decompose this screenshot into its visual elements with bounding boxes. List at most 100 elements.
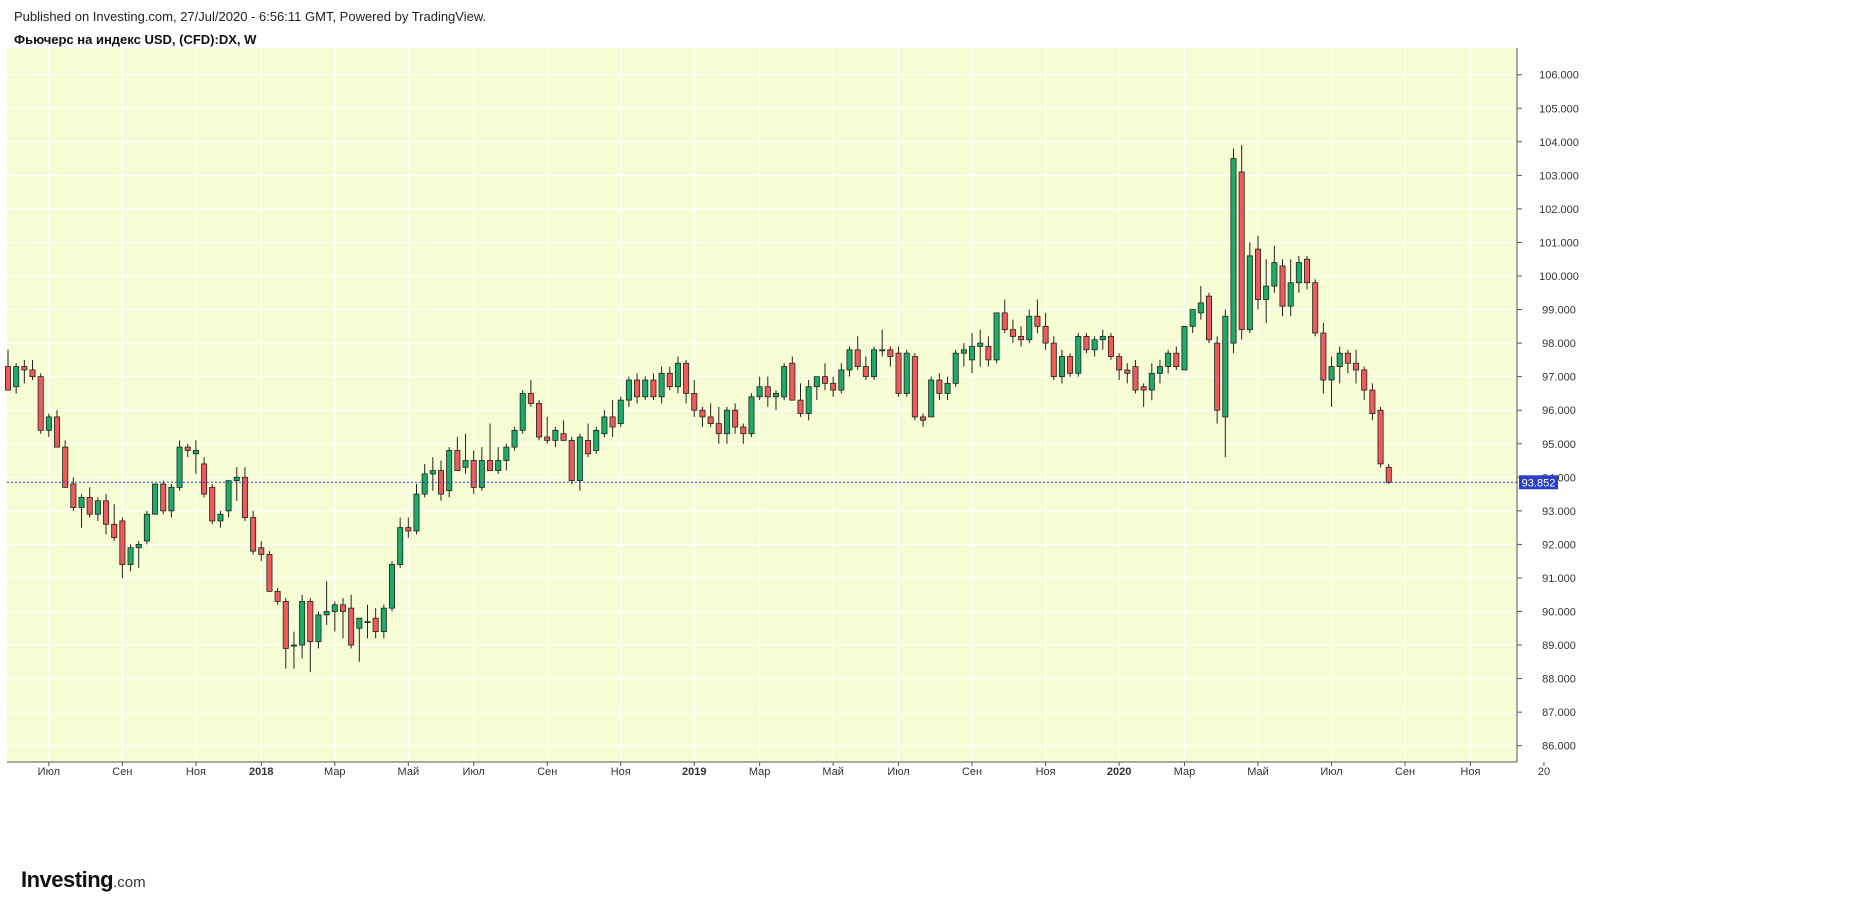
x-tick-label: Мар xyxy=(324,766,346,778)
candle xyxy=(674,356,681,394)
candle-body xyxy=(756,386,763,398)
candle-body xyxy=(789,362,796,401)
candle-body xyxy=(1312,282,1319,334)
candle xyxy=(920,413,927,427)
x-tick-label: 2020 xyxy=(1107,766,1131,778)
candle xyxy=(143,510,150,545)
candle xyxy=(290,631,297,669)
candle xyxy=(1377,406,1384,468)
candle xyxy=(1058,349,1065,384)
candle-body xyxy=(21,366,28,371)
candle-body xyxy=(854,349,861,367)
y-tick-label: 87.000 xyxy=(1542,707,1576,719)
candle xyxy=(1336,346,1343,384)
candle xyxy=(576,433,583,491)
candle-body xyxy=(78,497,85,508)
candle xyxy=(797,383,804,417)
candle-body xyxy=(552,429,559,441)
candle-body xyxy=(266,554,273,592)
candle-body xyxy=(928,379,935,418)
candle xyxy=(86,487,93,518)
candle xyxy=(1287,259,1294,317)
candle xyxy=(732,403,739,434)
candle-body xyxy=(1246,255,1253,331)
x-tick-label: 2019 xyxy=(682,766,706,778)
candle-body xyxy=(168,486,175,512)
candle-body xyxy=(593,429,600,451)
candle-body xyxy=(1091,339,1098,351)
candle xyxy=(421,463,428,498)
candle xyxy=(822,363,829,391)
candle-body xyxy=(642,379,649,398)
candle-body xyxy=(544,436,551,441)
candle-body xyxy=(1230,158,1237,344)
candle xyxy=(952,349,959,387)
candle xyxy=(895,346,902,397)
candle-body xyxy=(813,376,820,388)
candle-body xyxy=(895,352,902,394)
candle-body xyxy=(152,483,159,515)
candle xyxy=(1042,312,1049,350)
candle-body xyxy=(1377,409,1384,465)
candle-body xyxy=(944,382,951,394)
candle xyxy=(503,443,510,471)
price-axis: 86.000 87.000 88.000 89.000 90.000 91.000 92.0… xyxy=(1517,70,1579,753)
candle xyxy=(454,437,461,471)
candle xyxy=(5,349,11,391)
x-tick-label: Сен xyxy=(537,766,557,778)
candle-body xyxy=(462,460,469,468)
candle xyxy=(650,373,657,401)
candle xyxy=(348,594,355,649)
candle-body xyxy=(1197,302,1204,314)
candle xyxy=(699,406,706,427)
candle-body xyxy=(1058,356,1065,378)
candle xyxy=(103,494,110,535)
candle-body xyxy=(1116,356,1123,371)
candle-body xyxy=(805,386,812,414)
candle-body xyxy=(127,547,134,565)
candle xyxy=(160,480,167,515)
candle-body xyxy=(70,483,77,508)
candle-body xyxy=(1287,282,1294,307)
y-tick-label: 103.000 xyxy=(1539,170,1579,182)
candle xyxy=(462,433,469,474)
candle-body xyxy=(862,366,869,378)
candle-body xyxy=(233,476,240,482)
candle xyxy=(54,410,61,448)
candle-body xyxy=(977,342,984,347)
y-tick-label: 99.000 xyxy=(1542,305,1576,317)
candle xyxy=(495,447,502,474)
candle xyxy=(748,393,755,438)
candle xyxy=(1026,309,1033,344)
x-tick-label: Мар xyxy=(749,766,771,778)
candle-body xyxy=(470,460,477,488)
candle-body xyxy=(625,379,632,401)
candle xyxy=(258,541,265,562)
candle xyxy=(1353,349,1360,384)
candle xyxy=(625,376,632,407)
candle-body xyxy=(111,523,118,539)
candle xyxy=(364,604,371,639)
candle xyxy=(527,380,534,407)
last-price-label: 93.852 xyxy=(1522,477,1556,489)
candle xyxy=(1295,255,1302,293)
candle xyxy=(62,440,69,488)
plot-area xyxy=(7,48,1517,762)
x-tick-label: Сен xyxy=(962,766,982,778)
candle-body xyxy=(290,644,297,647)
candle xyxy=(1050,336,1057,381)
candle-body xyxy=(650,379,657,398)
candle xyxy=(838,363,845,394)
candle-body xyxy=(13,366,20,388)
candle-body xyxy=(691,393,698,411)
candle-body xyxy=(372,617,379,633)
candle-body xyxy=(405,527,412,532)
candle-body xyxy=(993,312,1000,361)
candle-body xyxy=(1099,335,1106,341)
candle xyxy=(544,416,551,444)
candle xyxy=(1385,463,1392,485)
candle-body xyxy=(1083,335,1090,351)
candle xyxy=(250,510,257,555)
candle-body xyxy=(519,393,526,431)
